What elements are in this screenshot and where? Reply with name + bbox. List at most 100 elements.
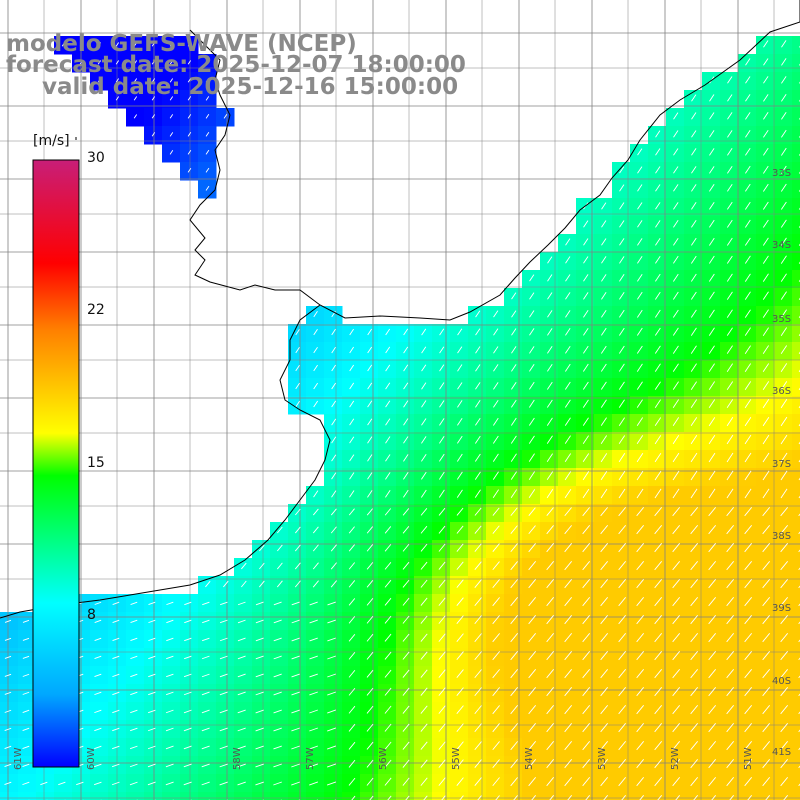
wind-arrow [276, 544, 283, 552]
wind-speed-cell [792, 540, 800, 559]
wind-speed-cell [792, 648, 800, 667]
wind-arrow [619, 274, 625, 282]
wind-arrow [420, 633, 428, 642]
wind-arrow [564, 759, 573, 769]
wind-arrow [277, 526, 283, 534]
wind-arrow [439, 453, 445, 462]
wind-arrow [619, 256, 625, 264]
lon-label: 55W [451, 747, 462, 770]
lat-label: 37S [772, 459, 792, 470]
wind-arrow [366, 705, 374, 714]
wind-arrow [439, 418, 445, 426]
wind-arrow [474, 597, 482, 607]
wind-speed-cell [684, 792, 703, 800]
wind-arrow [708, 615, 717, 625]
wind-arrow [457, 364, 463, 372]
wind-arrow [79, 42, 84, 47]
wind-arrow [201, 673, 210, 678]
wind-arrow [97, 78, 102, 83]
wind-speed-cell [738, 792, 757, 800]
wind-arrow [582, 687, 591, 697]
wind-arrow [474, 489, 481, 498]
wind-arrow [690, 669, 699, 679]
wind-arrow [618, 651, 627, 661]
wind-arrow [147, 745, 156, 750]
wind-arrow [147, 781, 156, 786]
wind-speed-cell [792, 432, 800, 451]
wind-arrow [727, 148, 733, 156]
wind-arrow [744, 651, 753, 661]
wind-arrow [201, 691, 210, 696]
forecast-date: forecast date: 2025-12-07 18:00:00 [6, 52, 466, 78]
wind-speed-cell [306, 792, 325, 800]
wind-arrow [564, 687, 573, 697]
wind-arrow [112, 619, 120, 623]
wind-arrow [421, 328, 427, 336]
wind-arrow [672, 561, 681, 571]
wind-arrow [4, 709, 12, 713]
wind-arrow [600, 561, 609, 571]
wind-arrow [133, 60, 138, 65]
wind-arrow [744, 434, 752, 445]
wind-arrow [726, 363, 733, 372]
wind-arrow [780, 687, 789, 697]
wind-arrow [691, 112, 697, 120]
wind-arrow [205, 96, 210, 101]
wind-arrow [492, 741, 500, 751]
wind-arrow [115, 78, 120, 83]
wind-arrow [94, 745, 102, 750]
colorbar-tick-15: 15 [87, 455, 105, 471]
wind-arrow [402, 508, 410, 516]
wind-arrow [420, 705, 428, 714]
wind-speed-cell [162, 792, 181, 800]
wind-arrow [601, 292, 607, 300]
wind-arrow [672, 777, 681, 787]
wind-arrow [618, 488, 626, 499]
wind-arrow [511, 364, 517, 372]
wind-arrow [511, 399, 517, 408]
wind-arrow [744, 488, 752, 499]
wind-arrow [205, 167, 210, 173]
wind-arrow [582, 579, 591, 589]
wind-arrow [745, 165, 751, 174]
wind-arrow [403, 364, 409, 372]
wind-arrow [529, 364, 535, 372]
wind-arrow [546, 489, 554, 499]
wind-arrow [564, 543, 573, 553]
wind-arrow [781, 129, 787, 138]
wind-arrow [528, 615, 537, 625]
wind-arrow [600, 651, 609, 661]
wind-arrow [546, 597, 555, 607]
wind-arrow [237, 673, 246, 678]
wind-arrow [546, 723, 555, 733]
wind-arrow [420, 579, 428, 588]
lon-label: 58W [232, 747, 243, 770]
wind-arrow [654, 363, 661, 372]
wind-arrow [384, 508, 392, 516]
wind-arrow [241, 562, 247, 570]
wind-arrow [510, 453, 517, 462]
wind-arrow [169, 114, 174, 119]
wind-arrow [438, 777, 446, 786]
wind-arrow [690, 633, 699, 643]
wind-arrow [421, 471, 427, 480]
wind-arrow [492, 651, 500, 661]
wind-arrow [474, 453, 481, 462]
wind-arrow [327, 637, 336, 642]
wind-arrow [654, 777, 663, 787]
wind-arrow [291, 727, 300, 732]
wind-arrow [255, 691, 264, 696]
wind-arrow [4, 637, 12, 641]
wind-arrow [402, 687, 410, 696]
wind-arrow [510, 579, 518, 589]
wind-arrow [385, 490, 391, 498]
wind-speed-cell [288, 792, 307, 800]
wind-arrow [708, 543, 717, 553]
wind-arrow [457, 382, 463, 390]
wind-arrow [402, 597, 410, 606]
wind-arrow [618, 507, 627, 517]
wind-arrow [780, 345, 788, 355]
wind-arrow [241, 580, 247, 588]
lat-label: 33S [772, 168, 792, 179]
wind-arrow [600, 741, 609, 751]
